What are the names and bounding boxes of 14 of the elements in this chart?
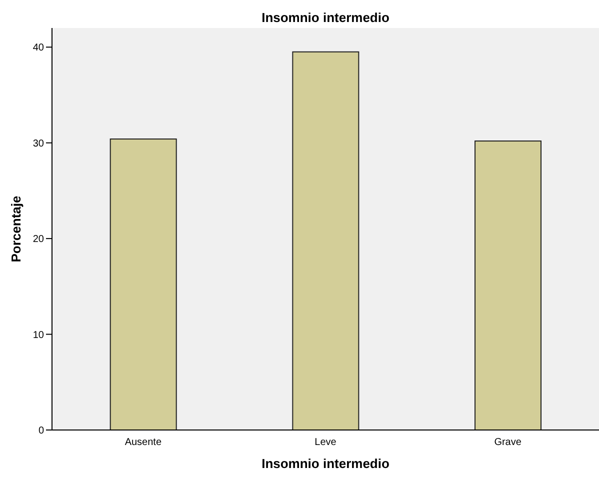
x-axis-title: Insomnio intermedio — [262, 456, 390, 471]
y-tick-label: 30 — [32, 138, 44, 150]
y-axis-title: Porcentaje — [8, 196, 24, 262]
x-tick-label: Leve — [314, 437, 337, 448]
x-tick-label: Grave — [494, 437, 522, 448]
bar — [474, 140, 542, 430]
bar — [292, 51, 360, 430]
y-tick-label: 40 — [32, 42, 44, 54]
chart-title: Insomnio intermedio — [260, 10, 390, 25]
x-tick-label: Ausente — [124, 437, 162, 448]
bar — [110, 138, 177, 430]
y-tick-label: 20 — [32, 234, 44, 246]
y-tick-label: 0 — [38, 426, 44, 437]
y-tick-label: 10 — [32, 330, 44, 341]
